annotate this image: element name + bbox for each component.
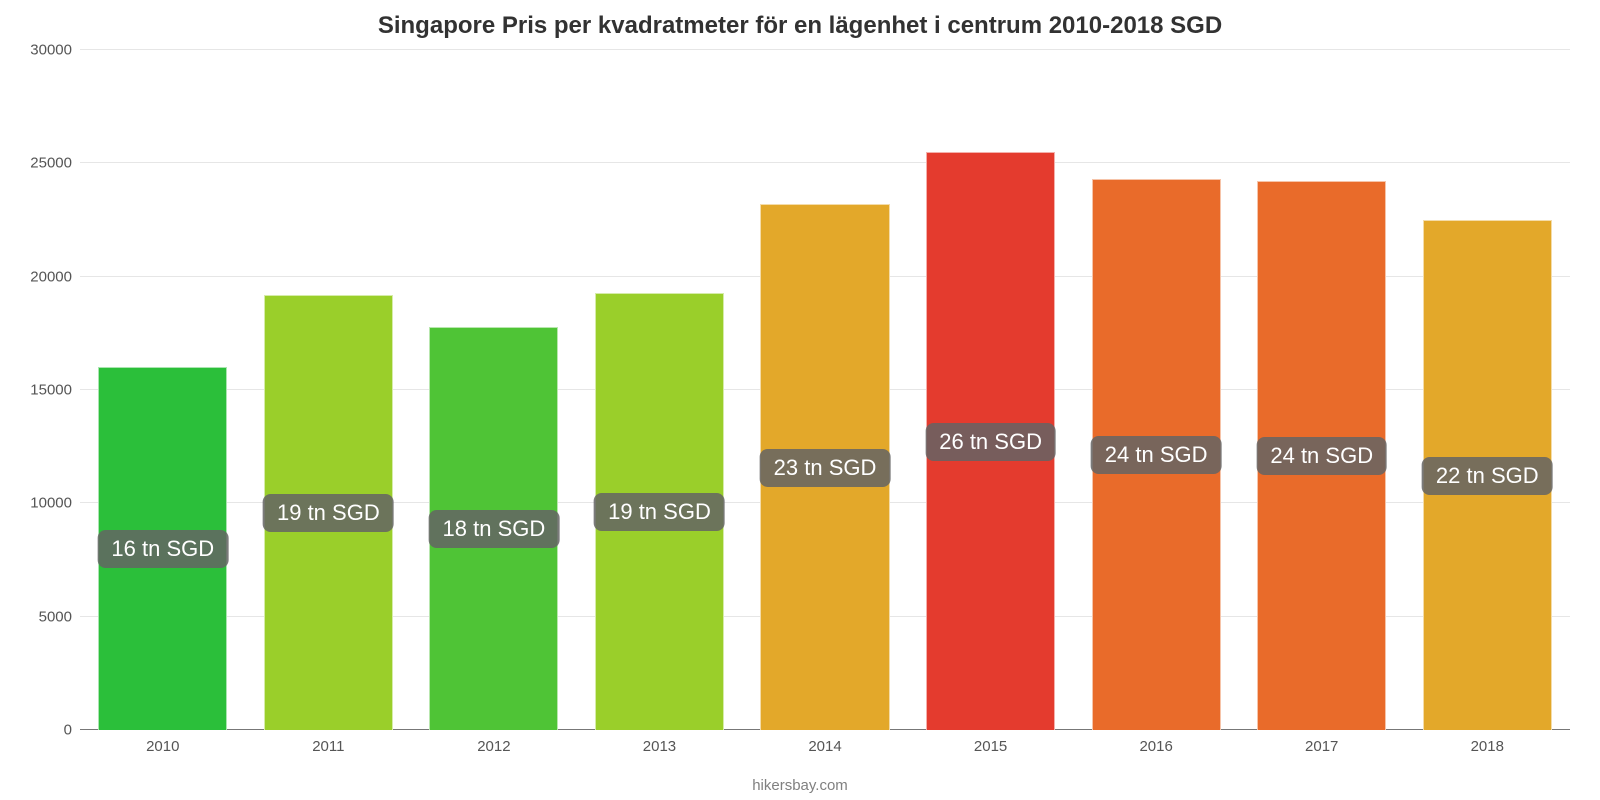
bar-slot: 24 tn SGD2017 [1239,50,1405,730]
y-tick-label: 30000 [30,42,80,59]
bar-value-label: 19 tn SGD [594,493,725,531]
y-tick-label: 5000 [39,608,80,625]
bar-slot: 19 tn SGD2013 [577,50,743,730]
bar: 26 tn SGD [926,152,1055,730]
bar-slot: 16 tn SGD2010 [80,50,246,730]
footer-attribution: hikersbay.com [0,777,1600,794]
bar: 24 tn SGD [1092,179,1221,730]
bar: 23 tn SGD [760,204,889,730]
bar-slot: 19 tn SGD2011 [246,50,412,730]
y-tick-label: 0 [64,722,80,739]
bar: 16 tn SGD [98,367,227,730]
bar-value-label: 23 tn SGD [760,449,891,487]
bar-value-label: 18 tn SGD [429,510,560,548]
x-tick-label: 2014 [808,730,841,755]
chart-title: Singapore Pris per kvadratmeter för en l… [0,0,1600,40]
bar-slot: 18 tn SGD2012 [411,50,577,730]
bar-value-label: 24 tn SGD [1256,437,1387,475]
bar-value-label: 26 tn SGD [925,423,1056,461]
bar: 19 tn SGD [595,293,724,730]
bar-value-label: 16 tn SGD [97,530,228,568]
x-tick-label: 2012 [477,730,510,755]
bar-slot: 23 tn SGD2014 [742,50,908,730]
x-tick-label: 2013 [643,730,676,755]
bar-slot: 22 tn SGD2018 [1405,50,1571,730]
bar: 24 tn SGD [1257,181,1386,730]
y-tick-label: 20000 [30,268,80,285]
bar: 19 tn SGD [264,295,393,730]
plot-area: 16 tn SGD201019 tn SGD201118 tn SGD20121… [80,50,1570,730]
bar: 18 tn SGD [429,327,558,730]
chart-container: Singapore Pris per kvadratmeter för en l… [0,0,1600,800]
bar-value-label: 24 tn SGD [1091,436,1222,474]
bar-value-label: 19 tn SGD [263,494,394,532]
bar-value-label: 22 tn SGD [1422,457,1553,495]
x-tick-label: 2015 [974,730,1007,755]
x-tick-label: 2016 [1139,730,1172,755]
bar-slot: 24 tn SGD2016 [1073,50,1239,730]
bars-group: 16 tn SGD201019 tn SGD201118 tn SGD20121… [80,50,1570,730]
x-tick-label: 2017 [1305,730,1338,755]
x-tick-label: 2011 [312,730,344,755]
bar: 22 tn SGD [1423,220,1552,730]
x-tick-label: 2018 [1471,730,1504,755]
y-tick-label: 10000 [30,495,80,512]
x-tick-label: 2010 [146,730,179,755]
y-tick-label: 25000 [30,155,80,172]
bar-slot: 26 tn SGD2015 [908,50,1074,730]
y-tick-label: 15000 [30,382,80,399]
